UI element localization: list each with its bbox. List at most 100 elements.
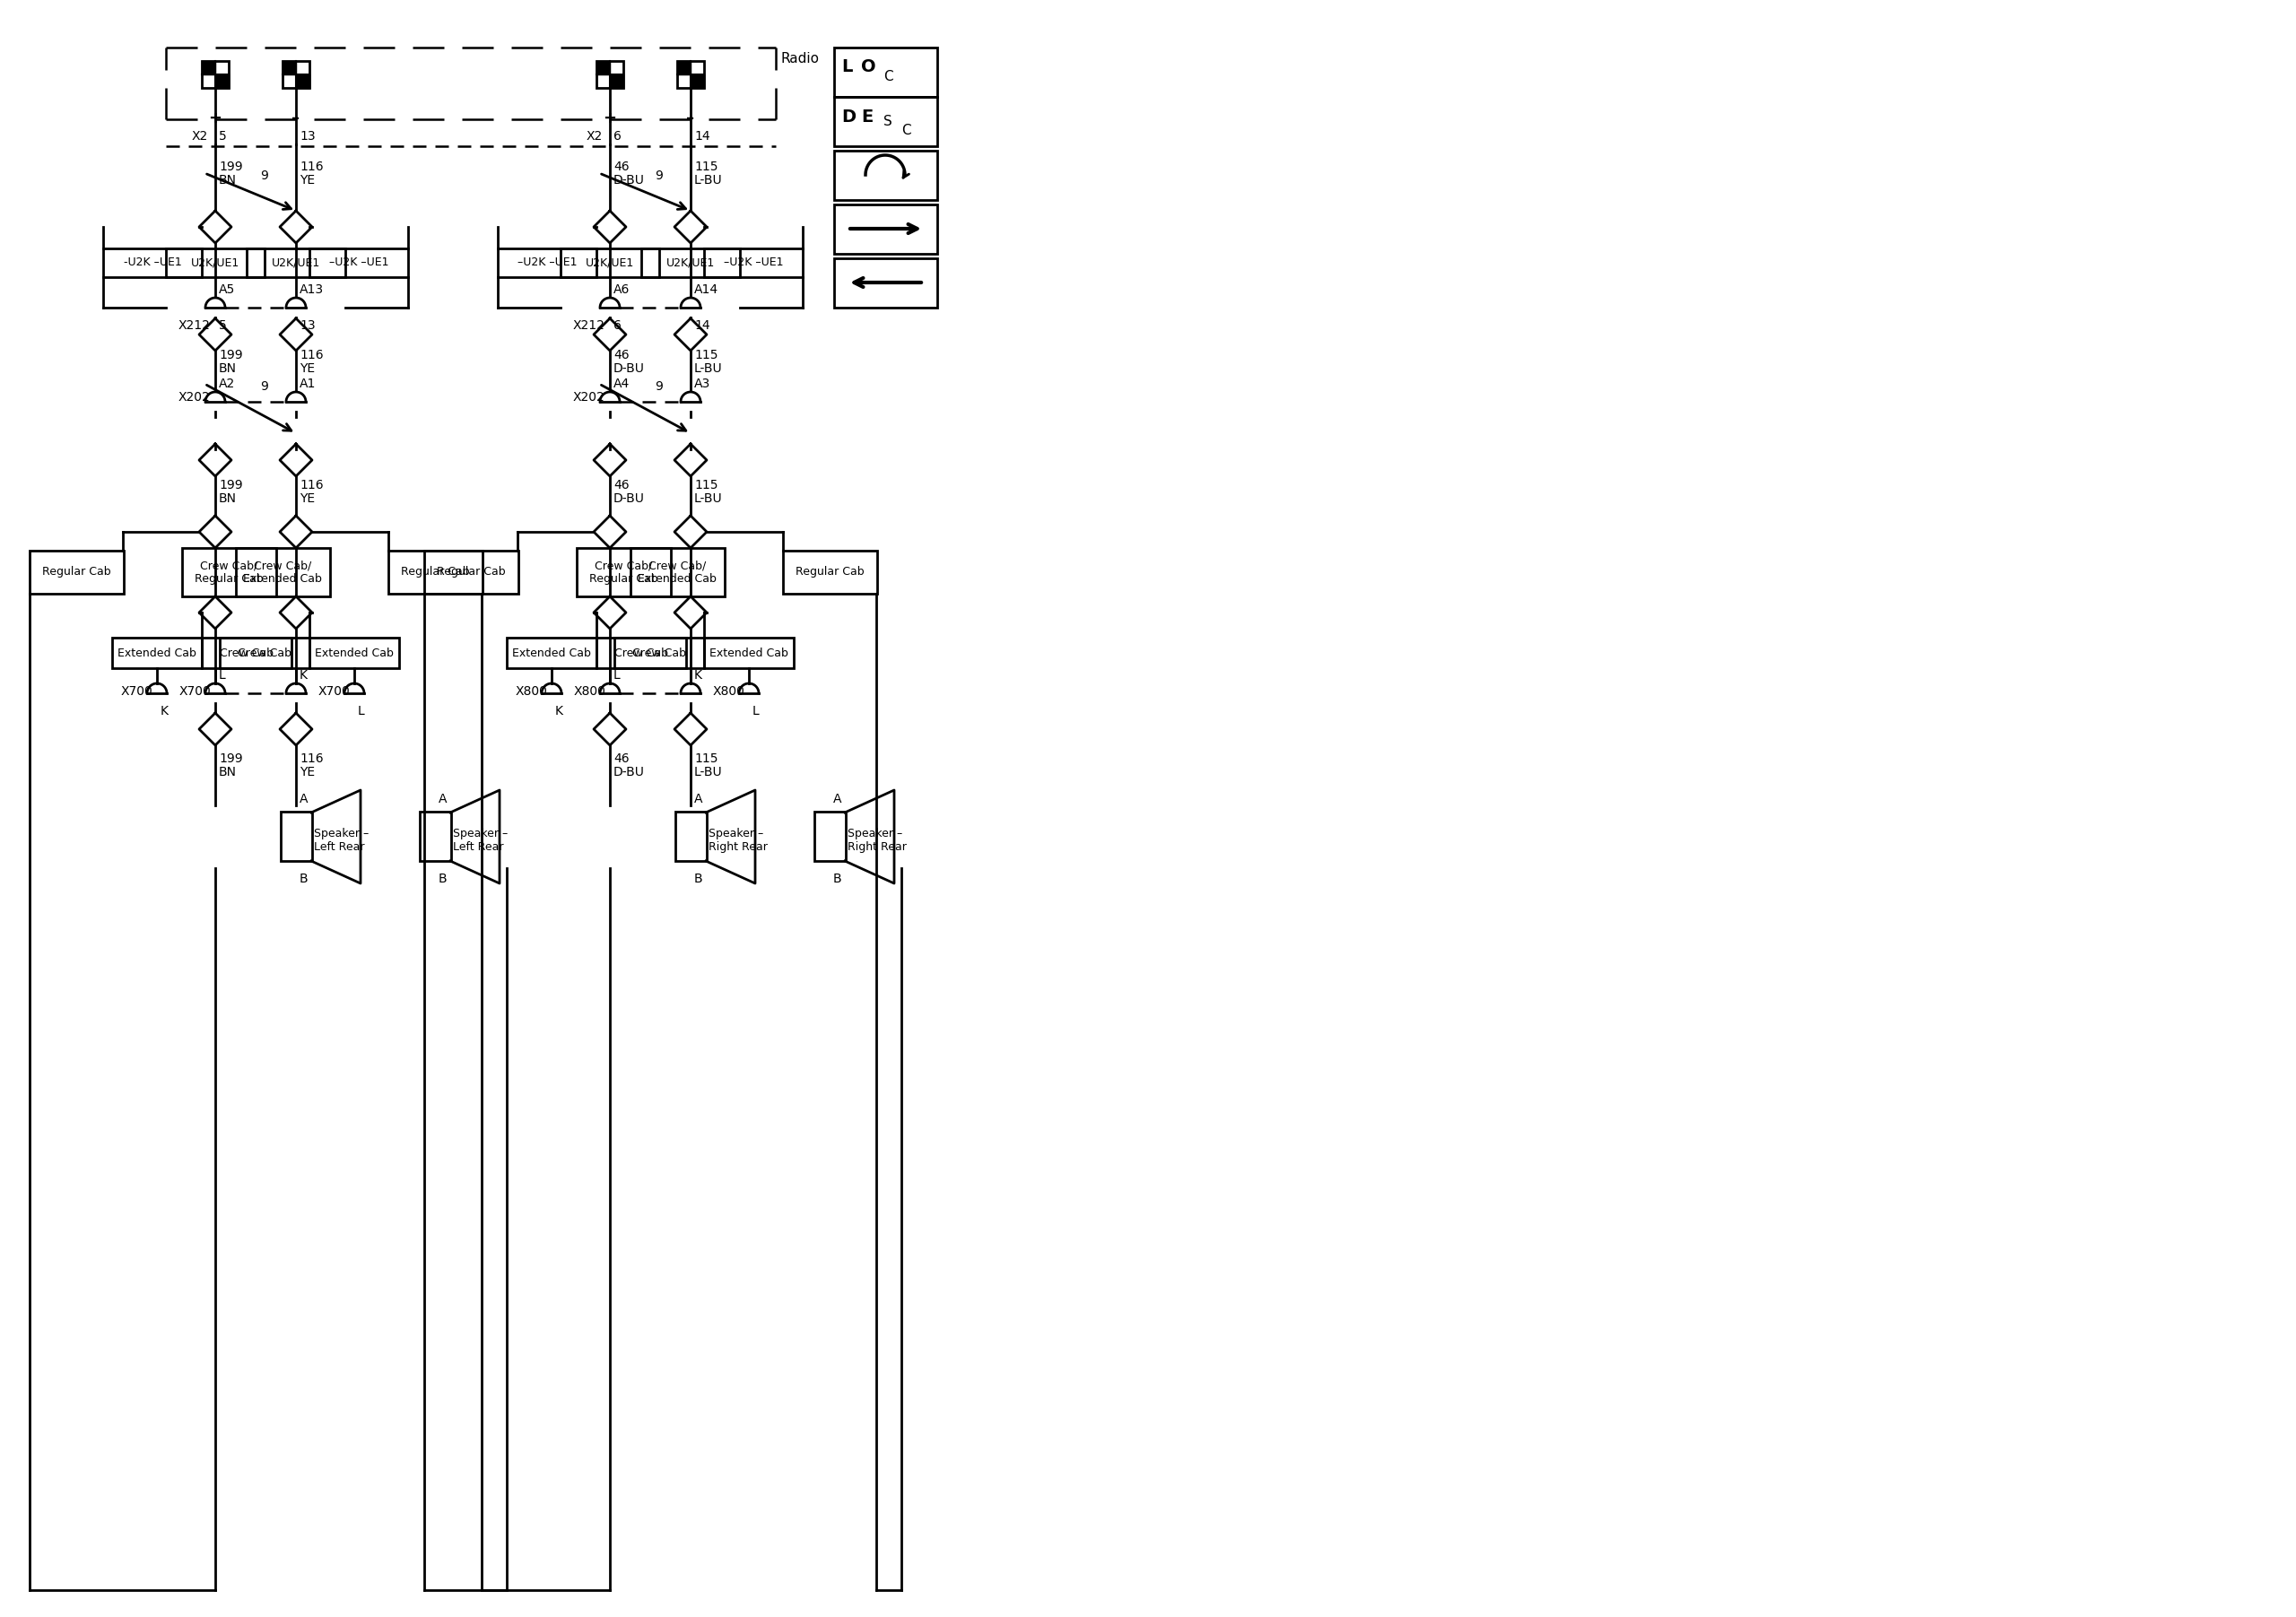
Text: L-BU: L-BU bbox=[693, 766, 723, 778]
Text: YE: YE bbox=[298, 492, 315, 505]
Text: 46: 46 bbox=[613, 479, 629, 492]
Text: YE: YE bbox=[298, 362, 315, 375]
Text: 6: 6 bbox=[613, 319, 622, 331]
Text: -U2K –UE1: -U2K –UE1 bbox=[124, 257, 181, 268]
Text: Speaker –
Right Rear: Speaker – Right Rear bbox=[847, 828, 907, 852]
Text: X800: X800 bbox=[514, 686, 546, 699]
Text: X700: X700 bbox=[119, 686, 152, 699]
Text: X202: X202 bbox=[572, 391, 604, 404]
Text: 199: 199 bbox=[218, 752, 243, 765]
Text: Regular Cab: Regular Cab bbox=[400, 566, 468, 577]
Text: 5: 5 bbox=[218, 129, 227, 142]
Text: YE: YE bbox=[298, 175, 315, 186]
Text: 115: 115 bbox=[693, 479, 719, 492]
Text: –: – bbox=[292, 110, 301, 126]
Text: Radio: Radio bbox=[781, 52, 820, 65]
Text: Speaker –
Left Rear: Speaker – Left Rear bbox=[452, 828, 507, 852]
Polygon shape bbox=[296, 74, 310, 87]
Text: BN: BN bbox=[218, 175, 236, 186]
Text: 116: 116 bbox=[298, 160, 324, 173]
Text: –U2K –UE1: –U2K –UE1 bbox=[517, 257, 576, 268]
Text: U2K/UE1: U2K/UE1 bbox=[191, 257, 239, 268]
Text: A14: A14 bbox=[693, 283, 719, 296]
Text: B: B bbox=[298, 873, 308, 884]
Text: X700: X700 bbox=[179, 686, 211, 699]
Text: C: C bbox=[884, 70, 893, 82]
Text: K: K bbox=[298, 669, 308, 682]
Text: B: B bbox=[439, 873, 448, 884]
Text: Regular Cab: Regular Cab bbox=[794, 566, 863, 577]
Text: BN: BN bbox=[218, 766, 236, 778]
Text: A: A bbox=[833, 792, 843, 805]
Text: X700: X700 bbox=[317, 686, 349, 699]
Text: X800: X800 bbox=[712, 686, 744, 699]
Polygon shape bbox=[282, 61, 296, 74]
Text: +: + bbox=[604, 110, 618, 126]
Text: Extended Cab: Extended Cab bbox=[709, 647, 788, 658]
Text: YE: YE bbox=[298, 766, 315, 778]
Text: L-BU: L-BU bbox=[693, 492, 723, 505]
Text: 116: 116 bbox=[298, 479, 324, 492]
Text: –U2K –UE1: –U2K –UE1 bbox=[328, 257, 388, 268]
Text: B: B bbox=[693, 873, 703, 884]
Text: E: E bbox=[861, 108, 872, 125]
Text: 199: 199 bbox=[218, 349, 243, 362]
Polygon shape bbox=[691, 74, 705, 87]
Text: U2K/UE1: U2K/UE1 bbox=[271, 257, 321, 268]
Text: 199: 199 bbox=[218, 160, 243, 173]
Text: Speaker –
Right Rear: Speaker – Right Rear bbox=[709, 828, 767, 852]
Text: K: K bbox=[693, 669, 703, 682]
Text: D-BU: D-BU bbox=[613, 492, 645, 505]
Text: A2: A2 bbox=[218, 377, 234, 390]
Text: Extended Cab: Extended Cab bbox=[512, 647, 590, 658]
Text: +: + bbox=[209, 110, 223, 126]
Text: 115: 115 bbox=[693, 160, 719, 173]
Text: L: L bbox=[753, 705, 760, 718]
Text: L: L bbox=[840, 58, 852, 76]
Text: 14: 14 bbox=[693, 319, 709, 331]
Text: –U2K –UE1: –U2K –UE1 bbox=[723, 257, 783, 268]
Text: L-BU: L-BU bbox=[693, 175, 723, 186]
Text: A3: A3 bbox=[693, 377, 709, 390]
Text: Crew Cab: Crew Cab bbox=[220, 647, 273, 658]
Text: B: B bbox=[833, 873, 843, 884]
Text: D-BU: D-BU bbox=[613, 175, 645, 186]
Text: 115: 115 bbox=[693, 752, 719, 765]
Text: 116: 116 bbox=[298, 349, 324, 362]
Text: K: K bbox=[161, 705, 168, 718]
Text: 199: 199 bbox=[218, 479, 243, 492]
Text: Crew Cab/
Extended Cab: Crew Cab/ Extended Cab bbox=[243, 559, 321, 585]
Text: X2: X2 bbox=[191, 129, 209, 142]
Text: X212: X212 bbox=[572, 319, 604, 331]
Polygon shape bbox=[677, 61, 691, 74]
Text: A: A bbox=[693, 792, 703, 805]
Text: BN: BN bbox=[218, 362, 236, 375]
Text: Extended Cab: Extended Cab bbox=[117, 647, 197, 658]
Text: 6: 6 bbox=[613, 129, 622, 142]
Text: A4: A4 bbox=[613, 377, 629, 390]
Text: A5: A5 bbox=[218, 283, 234, 296]
Text: 9: 9 bbox=[654, 170, 664, 183]
Text: U2K/UE1: U2K/UE1 bbox=[585, 257, 634, 268]
Text: K: K bbox=[556, 705, 563, 718]
Polygon shape bbox=[216, 74, 230, 87]
Text: A1: A1 bbox=[298, 377, 317, 390]
Polygon shape bbox=[202, 61, 216, 74]
Text: X202: X202 bbox=[177, 391, 209, 404]
Text: Regular Cab: Regular Cab bbox=[436, 566, 505, 577]
Text: Crew Cab/
Regular Cab: Crew Cab/ Regular Cab bbox=[590, 559, 657, 585]
Text: U2K/UE1: U2K/UE1 bbox=[666, 257, 714, 268]
Text: L: L bbox=[613, 669, 620, 682]
Text: D: D bbox=[840, 108, 856, 125]
Text: 9: 9 bbox=[654, 380, 664, 393]
Text: Crew Cab: Crew Cab bbox=[239, 647, 292, 658]
Text: 13: 13 bbox=[298, 129, 315, 142]
Text: Extended Cab: Extended Cab bbox=[315, 647, 393, 658]
Text: 5: 5 bbox=[218, 319, 227, 331]
Text: D-BU: D-BU bbox=[613, 362, 645, 375]
Text: Crew Cab: Crew Cab bbox=[631, 647, 687, 658]
Text: X212: X212 bbox=[177, 319, 209, 331]
Text: X2: X2 bbox=[585, 129, 602, 142]
Text: Crew Cab/
Extended Cab: Crew Cab/ Extended Cab bbox=[638, 559, 716, 585]
Text: D-BU: D-BU bbox=[613, 766, 645, 778]
